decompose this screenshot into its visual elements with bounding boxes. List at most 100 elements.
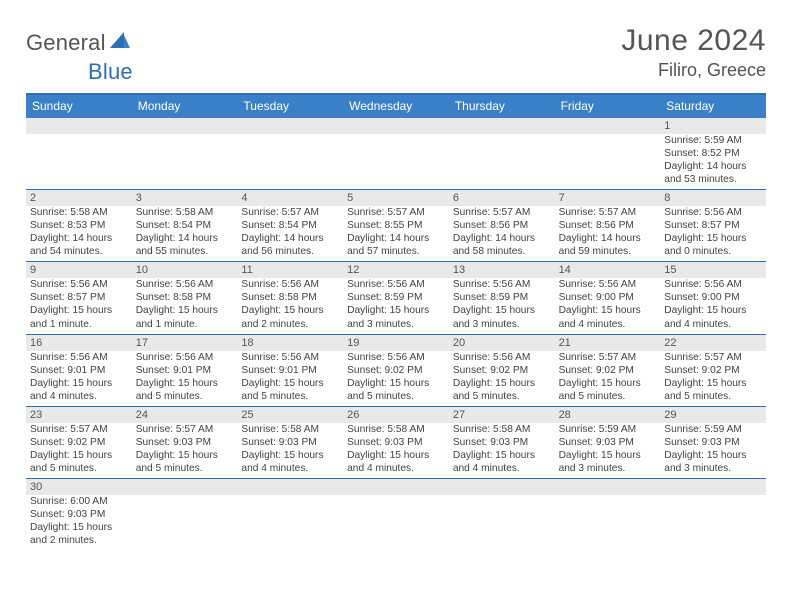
day-number: 2 <box>26 190 132 206</box>
day-detail: Sunrise: 5:59 AM Sunset: 9:03 PM Dayligh… <box>660 423 766 478</box>
day-detail: Sunrise: 5:56 AM Sunset: 9:00 PM Dayligh… <box>555 278 661 333</box>
page: General June 2024 Filiro, Greece Blue Su… <box>0 0 792 550</box>
detail-row: Sunrise: 5:56 AM Sunset: 9:01 PM Dayligh… <box>26 351 766 406</box>
day-number <box>555 479 661 495</box>
detail-row: Sunrise: 6:00 AM Sunset: 9:03 PM Dayligh… <box>26 495 766 550</box>
brand-part1: General <box>26 30 106 56</box>
day-header-row: Sunday Monday Tuesday Wednesday Thursday… <box>26 95 766 118</box>
day-number: 5 <box>343 190 449 206</box>
day-detail: Sunrise: 5:57 AM Sunset: 9:02 PM Dayligh… <box>555 351 661 406</box>
day-detail: Sunrise: 5:57 AM Sunset: 9:02 PM Dayligh… <box>26 423 132 478</box>
day-number: 30 <box>26 479 132 495</box>
day-detail <box>132 134 238 189</box>
day-detail: Sunrise: 5:56 AM Sunset: 8:58 PM Dayligh… <box>237 278 343 333</box>
day-number: 16 <box>26 335 132 351</box>
day-detail: Sunrise: 5:57 AM Sunset: 9:02 PM Dayligh… <box>660 351 766 406</box>
day-number: 1 <box>660 118 766 134</box>
day-detail: Sunrise: 5:56 AM Sunset: 9:02 PM Dayligh… <box>449 351 555 406</box>
day-number: 22 <box>660 335 766 351</box>
day-number <box>132 118 238 134</box>
day-number <box>449 118 555 134</box>
day-detail: Sunrise: 5:56 AM Sunset: 9:01 PM Dayligh… <box>132 351 238 406</box>
day-detail <box>449 134 555 189</box>
week-row: 16171819202122Sunrise: 5:56 AM Sunset: 9… <box>26 335 766 407</box>
day-detail: Sunrise: 5:58 AM Sunset: 9:03 PM Dayligh… <box>449 423 555 478</box>
day-header: Sunday <box>26 95 132 118</box>
day-number: 27 <box>449 407 555 423</box>
day-number <box>343 479 449 495</box>
day-detail: Sunrise: 5:56 AM Sunset: 9:01 PM Dayligh… <box>237 351 343 406</box>
day-detail <box>237 495 343 550</box>
location: Filiro, Greece <box>621 60 766 81</box>
day-detail: Sunrise: 5:57 AM Sunset: 8:56 PM Dayligh… <box>555 206 661 261</box>
week-row: 23242526272829Sunrise: 5:57 AM Sunset: 9… <box>26 407 766 479</box>
day-detail <box>237 134 343 189</box>
day-number <box>237 479 343 495</box>
day-number: 18 <box>237 335 343 351</box>
day-number: 7 <box>555 190 661 206</box>
day-header: Wednesday <box>343 95 449 118</box>
day-detail <box>555 134 661 189</box>
day-detail <box>343 134 449 189</box>
daynum-row: 30 <box>26 479 766 495</box>
month-title: June 2024 <box>621 24 766 58</box>
day-number: 21 <box>555 335 661 351</box>
brand-logo: General <box>26 24 132 56</box>
daynum-row: 9101112131415 <box>26 262 766 278</box>
day-number: 11 <box>237 262 343 278</box>
brand-part2: Blue <box>88 59 133 84</box>
day-number: 6 <box>449 190 555 206</box>
day-header: Tuesday <box>237 95 343 118</box>
day-detail: Sunrise: 5:56 AM Sunset: 8:57 PM Dayligh… <box>660 206 766 261</box>
day-detail: Sunrise: 5:58 AM Sunset: 8:53 PM Dayligh… <box>26 206 132 261</box>
day-number: 8 <box>660 190 766 206</box>
day-detail: Sunrise: 5:57 AM Sunset: 9:03 PM Dayligh… <box>132 423 238 478</box>
day-header: Friday <box>555 95 661 118</box>
daynum-row: 2345678 <box>26 190 766 206</box>
day-number: 4 <box>237 190 343 206</box>
sail-icon <box>110 32 130 50</box>
day-detail: Sunrise: 5:56 AM Sunset: 9:00 PM Dayligh… <box>660 278 766 333</box>
daynum-row: 23242526272829 <box>26 407 766 423</box>
day-number: 25 <box>237 407 343 423</box>
day-header: Monday <box>132 95 238 118</box>
day-detail <box>132 495 238 550</box>
day-detail: Sunrise: 6:00 AM Sunset: 9:03 PM Dayligh… <box>26 495 132 550</box>
day-detail: Sunrise: 5:58 AM Sunset: 8:54 PM Dayligh… <box>132 206 238 261</box>
day-number <box>449 479 555 495</box>
day-number: 26 <box>343 407 449 423</box>
day-number: 10 <box>132 262 238 278</box>
day-detail: Sunrise: 5:57 AM Sunset: 8:55 PM Dayligh… <box>343 206 449 261</box>
day-number: 29 <box>660 407 766 423</box>
day-number: 28 <box>555 407 661 423</box>
detail-row: Sunrise: 5:58 AM Sunset: 8:53 PM Dayligh… <box>26 206 766 261</box>
detail-row: Sunrise: 5:57 AM Sunset: 9:02 PM Dayligh… <box>26 423 766 478</box>
day-number <box>660 479 766 495</box>
day-number <box>343 118 449 134</box>
day-header: Thursday <box>449 95 555 118</box>
day-number: 17 <box>132 335 238 351</box>
day-detail <box>343 495 449 550</box>
day-header: Saturday <box>660 95 766 118</box>
day-number: 23 <box>26 407 132 423</box>
daynum-row: 1 <box>26 118 766 134</box>
day-number: 15 <box>660 262 766 278</box>
day-detail: Sunrise: 5:56 AM Sunset: 9:01 PM Dayligh… <box>26 351 132 406</box>
daynum-row: 16171819202122 <box>26 335 766 351</box>
day-detail <box>660 495 766 550</box>
day-number <box>555 118 661 134</box>
detail-row: Sunrise: 5:59 AM Sunset: 8:52 PM Dayligh… <box>26 134 766 189</box>
detail-row: Sunrise: 5:56 AM Sunset: 8:57 PM Dayligh… <box>26 278 766 333</box>
day-number: 3 <box>132 190 238 206</box>
week-row: 9101112131415Sunrise: 5:56 AM Sunset: 8:… <box>26 262 766 334</box>
weeks-container: 1Sunrise: 5:59 AM Sunset: 8:52 PM Daylig… <box>26 118 766 550</box>
day-detail: Sunrise: 5:56 AM Sunset: 9:02 PM Dayligh… <box>343 351 449 406</box>
header: General June 2024 Filiro, Greece <box>26 24 766 81</box>
day-number: 14 <box>555 262 661 278</box>
calendar: Sunday Monday Tuesday Wednesday Thursday… <box>26 93 766 550</box>
day-detail: Sunrise: 5:58 AM Sunset: 9:03 PM Dayligh… <box>343 423 449 478</box>
day-number: 9 <box>26 262 132 278</box>
day-detail: Sunrise: 5:56 AM Sunset: 8:57 PM Dayligh… <box>26 278 132 333</box>
day-number: 12 <box>343 262 449 278</box>
day-number: 20 <box>449 335 555 351</box>
